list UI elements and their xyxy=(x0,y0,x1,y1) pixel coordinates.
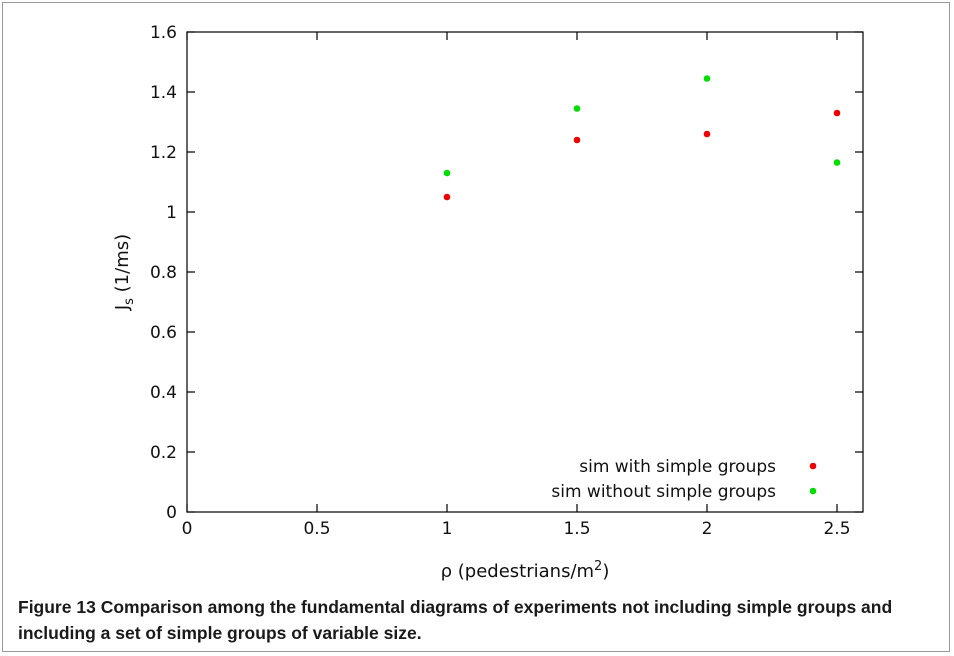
legend-marker xyxy=(809,462,817,470)
y-tick-label: 0.4 xyxy=(150,383,177,403)
data-point xyxy=(833,109,841,117)
x-tick-label: 0 xyxy=(182,519,193,539)
y-tick-label: 0.8 xyxy=(150,263,177,283)
data-point xyxy=(833,159,841,166)
axis-ticks xyxy=(186,31,863,513)
data-point xyxy=(703,130,711,138)
legend-marker xyxy=(809,487,817,495)
tick-labels: 0 0.5 1 1.5 2 2.5 0 0.2 0.4 0.6 0.8 1 1.2 1.4 1.6 xyxy=(150,23,851,539)
y-tick-label: 1.6 xyxy=(150,23,177,43)
y-tick-label: 1 xyxy=(166,203,177,223)
y-axis-label: Js (1/ms) xyxy=(112,234,137,311)
y-tick-label: 0.2 xyxy=(150,443,177,463)
x-tick-label: 2.5 xyxy=(823,519,850,539)
legend-label: sim without simple groups xyxy=(551,482,776,502)
figure-caption: Figure 13 Comparison among the fundament… xyxy=(18,594,918,646)
plot-area xyxy=(186,31,864,513)
x-tick-label: 1.5 xyxy=(563,519,590,539)
x-tick-label: 0.5 xyxy=(303,519,330,539)
data-point xyxy=(443,193,451,201)
legend: sim with simple groups sim without simple… xyxy=(551,457,817,502)
data-points xyxy=(443,75,841,201)
caption-text: Comparison among the fundamental diagram… xyxy=(18,597,893,643)
y-tick-label: 0.6 xyxy=(150,323,177,343)
scatter-chart: 0 0.5 1 1.5 2 2.5 0 0.2 0.4 0.6 0.8 1 1.2 1.4 1.6 sim … xyxy=(112,23,864,582)
y-tick-label: 0 xyxy=(166,503,177,523)
data-point xyxy=(443,169,451,177)
x-tick-label: 2 xyxy=(702,519,713,539)
caption-label: Figure 13 xyxy=(18,597,96,617)
data-point xyxy=(573,136,581,144)
data-point xyxy=(573,105,581,112)
x-tick-label: 1 xyxy=(442,519,453,539)
y-tick-label: 1.2 xyxy=(150,143,177,163)
y-tick-label: 1.4 xyxy=(150,83,177,103)
x-axis-label: ρ (pedestrians/m2) xyxy=(441,559,610,582)
legend-label: sim with simple groups xyxy=(579,457,776,477)
data-point xyxy=(703,75,711,82)
